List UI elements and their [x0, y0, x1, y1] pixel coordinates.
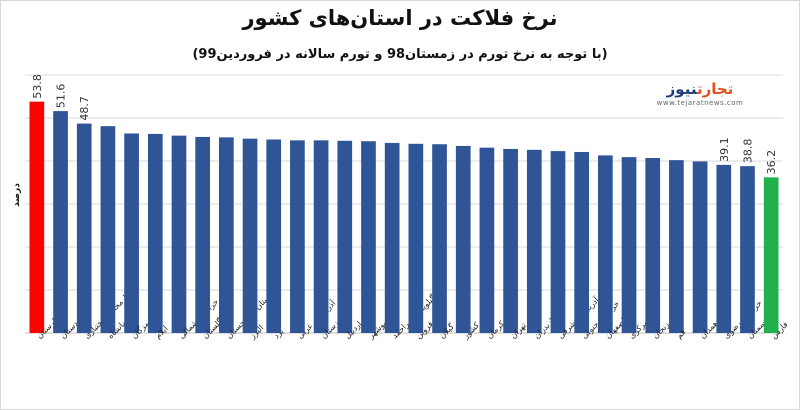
- bar: [29, 101, 45, 333]
- bar: [692, 161, 708, 333]
- bar: [53, 111, 68, 334]
- bar: [171, 135, 187, 333]
- data-label: 51.6: [55, 84, 68, 109]
- data-label: 38.8: [741, 139, 754, 164]
- logo-wordmark: تجارتنیوز: [650, 80, 750, 98]
- bar: [645, 157, 661, 333]
- logo-site: www.tejaratnews.com: [656, 99, 744, 107]
- brand-logo: تجارتنیوز www.tejaratnews.com: [650, 80, 750, 114]
- bar: [219, 137, 234, 333]
- data-label: 36.2: [765, 150, 778, 175]
- data-label: 39.1: [718, 137, 731, 162]
- bar: [195, 136, 210, 333]
- bar: [669, 160, 684, 333]
- bar: [455, 145, 471, 333]
- bar: [740, 166, 755, 333]
- bar: [361, 141, 376, 333]
- bar: [408, 143, 424, 333]
- bar: [76, 123, 92, 333]
- bar: [574, 151, 589, 333]
- bar: [503, 148, 518, 333]
- chart-title: نرخ فلاکت در استان‌های کشور: [242, 6, 558, 30]
- chart-subtitle: (با توجه به نرخ تورم در زمستان98 و تورم …: [192, 47, 608, 62]
- bar: [384, 142, 400, 333]
- data-label: 48.7: [78, 96, 91, 121]
- bar: [290, 140, 305, 333]
- logo-part-1: تجارت: [696, 80, 734, 98]
- bar: [526, 149, 542, 333]
- data-label: 53.8: [31, 74, 44, 99]
- bar: [337, 140, 353, 333]
- bar: [147, 133, 163, 333]
- bar: [100, 126, 116, 333]
- bar: [242, 138, 258, 333]
- bar: [716, 164, 732, 333]
- bar: [621, 157, 637, 333]
- logo-part-2: نیوز: [666, 80, 697, 98]
- bar: [598, 155, 613, 333]
- bar: [550, 151, 566, 333]
- bar: [124, 133, 139, 333]
- bar: [313, 140, 329, 333]
- bar: [479, 147, 495, 333]
- bar: [432, 144, 447, 333]
- bar: [763, 177, 779, 333]
- bar: [266, 139, 282, 333]
